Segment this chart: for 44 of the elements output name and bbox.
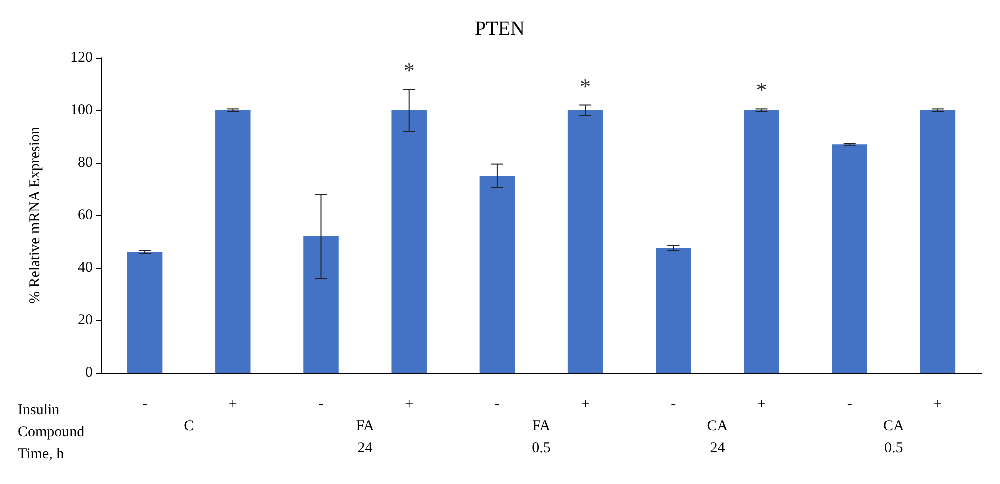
text: CA: [883, 418, 904, 434]
x-tick-label: +: [405, 396, 414, 412]
text: Compound: [18, 424, 86, 440]
bar: [216, 110, 251, 373]
text: 0.5: [532, 440, 551, 456]
text: FA: [532, 418, 551, 434]
bar: [920, 110, 956, 373]
bar: [392, 110, 427, 373]
x-tick-label: +: [934, 396, 942, 412]
bar: [304, 236, 339, 373]
text: 24: [358, 440, 374, 456]
y-tick-label: 60: [78, 208, 93, 224]
bar: [480, 176, 516, 373]
bar: [832, 144, 868, 373]
bar: [127, 252, 163, 373]
data-label: *: [580, 74, 592, 99]
y-tick-label: 40: [78, 260, 93, 276]
text: 0.5: [884, 440, 904, 456]
text: C: [184, 418, 194, 434]
x-tick-label: -: [318, 396, 324, 412]
x-tick-label: -: [142, 396, 148, 412]
chart-title: PTEN: [475, 18, 525, 40]
x-tick-label: -: [671, 396, 676, 412]
x-tick-label: -: [847, 396, 852, 412]
y-tick-label: 100: [70, 102, 93, 118]
text: FA: [356, 418, 374, 434]
y-tick-label: 80: [78, 155, 93, 171]
data-label: *: [756, 78, 768, 103]
y-tick-label: 20: [78, 312, 93, 328]
y-tick-label: 0: [86, 365, 93, 381]
y-axis-title: % Relative mRNA Expresion: [28, 126, 44, 304]
bar: [568, 110, 604, 373]
x-tick-label: +: [228, 396, 238, 412]
x-tick-label: +: [758, 396, 766, 412]
text: Time, h: [18, 446, 65, 462]
text: 24: [710, 440, 726, 456]
text: CA: [707, 418, 728, 434]
x-tick-label: -: [494, 396, 500, 412]
data-label: *: [404, 58, 415, 83]
x-tick-label: +: [581, 396, 590, 412]
y-tick-label: 120: [70, 50, 93, 66]
bar: [744, 110, 780, 373]
text: Insulin: [18, 402, 60, 418]
bar: [656, 248, 692, 373]
